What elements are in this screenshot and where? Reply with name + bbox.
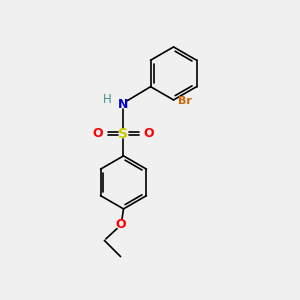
Text: S: S	[118, 127, 128, 141]
Text: O: O	[93, 127, 104, 140]
Text: N: N	[118, 98, 129, 111]
Text: O: O	[143, 127, 154, 140]
Text: H: H	[103, 93, 112, 106]
Text: Br: Br	[178, 96, 192, 106]
Text: O: O	[115, 218, 126, 231]
